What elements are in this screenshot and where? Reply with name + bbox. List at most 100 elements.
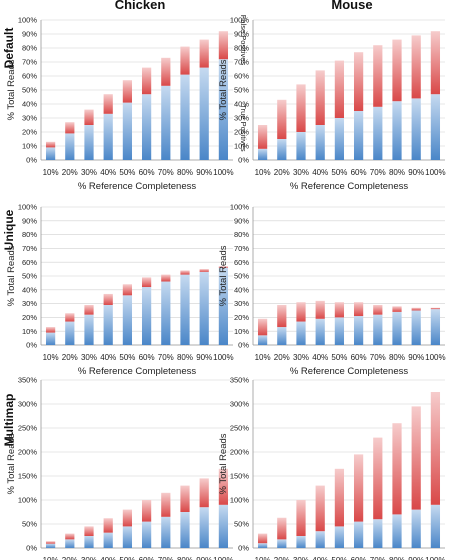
x-tick-label: 60% <box>139 556 155 560</box>
bar-false-positive <box>218 31 229 60</box>
x-tick-label: 20% <box>274 353 290 362</box>
x-tick-label: 70% <box>158 556 174 560</box>
bar-false-positive <box>65 533 75 540</box>
bar-true-positive <box>218 59 229 161</box>
x-tick-label: 70% <box>370 353 386 362</box>
bar-true-positive <box>392 101 402 160</box>
bar-false-positive <box>411 35 421 99</box>
bar-false-positive <box>141 67 152 95</box>
bar-false-positive <box>296 84 306 132</box>
y-tick-label: 10% <box>234 142 249 151</box>
x-tick-label: 40% <box>100 353 116 362</box>
x-axis-label: % Reference Completeness <box>290 181 409 192</box>
bar-false-positive <box>199 39 209 68</box>
bar-true-positive <box>45 147 56 160</box>
chart-chicken-multimap: 0% 50% 100% 150% 200% 250% 300% 350% 10%20%30%40… <box>6 376 234 560</box>
x-tick-label: 100% <box>425 556 445 560</box>
bar-false-positive <box>315 485 325 532</box>
bar-true-positive <box>277 139 287 160</box>
bar-false-positive <box>392 306 402 312</box>
bar-true-positive <box>277 539 287 548</box>
x-tick-label: 10% <box>43 168 59 177</box>
y-tick-label: 200% <box>230 448 250 457</box>
bar-false-positive <box>103 94 113 114</box>
x-tick-label: 60% <box>139 168 155 177</box>
bar-false-positive <box>373 304 383 315</box>
x-tick-label: 30% <box>293 168 309 177</box>
bar-false-positive <box>161 492 171 517</box>
y-tick-label: 10% <box>22 142 37 151</box>
bar-true-positive <box>315 125 325 160</box>
bar-false-positive <box>180 485 190 512</box>
x-tick-label: 100% <box>425 353 445 362</box>
bar-false-positive <box>353 302 364 317</box>
bar-true-positive <box>334 118 345 160</box>
bar-true-positive <box>411 98 421 160</box>
x-tick-label: 100% <box>213 168 233 177</box>
y-tick-label: 50% <box>22 86 37 95</box>
bar-true-positive <box>277 327 287 345</box>
bar-true-positive <box>430 504 441 548</box>
bar-true-positive <box>218 267 229 345</box>
bar-false-positive <box>84 109 94 125</box>
bar-false-positive <box>257 125 268 149</box>
y-tick-label: 90% <box>234 216 249 225</box>
chart-mouse-default: 0%10%20%30%40%50%60%70%80%90%100%10% 20% 3… <box>218 16 446 192</box>
x-tick-label: 50% <box>119 556 135 560</box>
bar-false-positive <box>103 293 113 305</box>
y-tick-label: 80% <box>22 44 37 53</box>
y-tick-label: 0% <box>238 156 249 165</box>
bar-false-positive <box>430 392 441 505</box>
bar-false-positive <box>353 52 364 111</box>
x-tick-label: 10% <box>255 556 271 560</box>
x-tick-label: 50% <box>331 556 347 560</box>
x-tick-label: 50% <box>331 353 347 362</box>
bar-true-positive <box>334 526 345 548</box>
x-tick-label: 80% <box>389 556 405 560</box>
x-tick-label: 60% <box>351 168 367 177</box>
bar-true-positive <box>411 509 421 548</box>
x-tick-label: 90% <box>408 168 424 177</box>
y-tick-label: 200% <box>18 448 38 457</box>
bar-false-positive <box>65 122 75 134</box>
bar-false-positive <box>199 269 209 272</box>
y-tick-label: 90% <box>22 30 37 39</box>
x-axis-label: % Reference Completeness <box>78 181 197 192</box>
y-tick-label: 40% <box>22 285 37 294</box>
y-tick-label: 50% <box>234 520 249 529</box>
y-tick-label: 10% <box>234 327 249 336</box>
bar-false-positive <box>122 284 133 296</box>
y-tick-label: 0% <box>238 544 249 553</box>
x-tick-label: 60% <box>139 353 155 362</box>
chart-panels: 0%10%20%30%40%50%60%70%80%90%100%10% 20% 3… <box>6 16 446 560</box>
bar-true-positive <box>296 132 306 160</box>
y-tick-label: 0% <box>238 341 249 350</box>
annotation-true-positives: True Positives <box>239 104 248 151</box>
x-tick-label: 80% <box>177 168 193 177</box>
bar-false-positive <box>430 307 441 310</box>
x-tick-label: 10% <box>43 353 59 362</box>
y-tick-label: 60% <box>234 72 249 81</box>
column-title-chicken: Chicken <box>115 0 166 12</box>
bar-false-positive <box>122 509 133 527</box>
x-tick-label: 40% <box>312 353 328 362</box>
bar-true-positive <box>430 94 441 160</box>
bar-true-positive <box>353 111 364 160</box>
bar-true-positive <box>180 512 190 548</box>
bar-true-positive <box>392 311 402 345</box>
x-tick-label: 20% <box>62 168 78 177</box>
y-tick-label: 0% <box>26 544 37 553</box>
bar-false-positive <box>122 80 133 103</box>
bar-false-positive <box>334 60 345 118</box>
x-tick-label: 20% <box>274 168 290 177</box>
x-tick-label: 20% <box>62 353 78 362</box>
bar-true-positive <box>199 67 209 160</box>
bar-false-positive <box>315 70 325 125</box>
bar-false-positive <box>373 45 383 107</box>
y-axis-label: % Total Reads <box>218 59 229 120</box>
bar-true-positive <box>65 321 75 345</box>
y-tick-label: 30% <box>22 299 37 308</box>
x-tick-label: 40% <box>100 556 116 560</box>
x-axis-label: % Reference Completeness <box>78 366 197 377</box>
